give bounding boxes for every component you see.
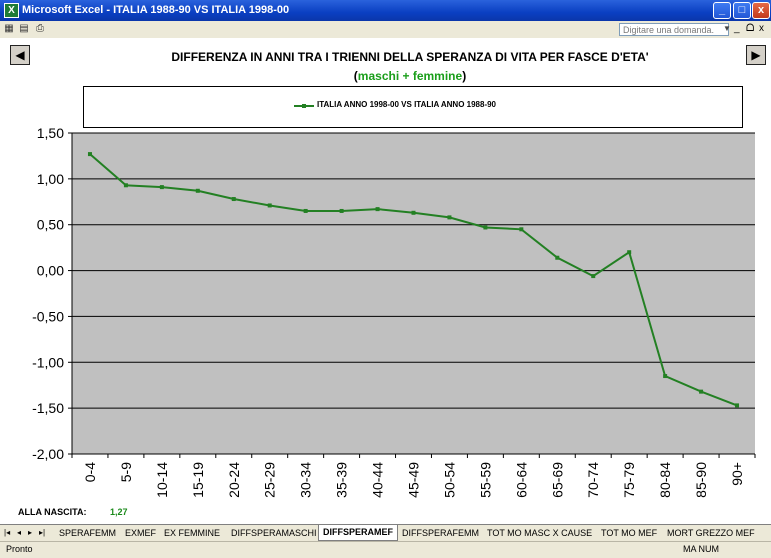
plot-area [72, 133, 755, 454]
x-tick-label: 35-39 [334, 462, 350, 498]
print-preview-icon[interactable]: ▤ [19, 23, 29, 34]
data-point [267, 203, 272, 208]
data-point [123, 183, 128, 188]
sheet-tab[interactable]: EXMEF [125, 528, 157, 538]
x-tick-label: 20-24 [226, 462, 242, 498]
x-tick-label: 80-84 [657, 462, 673, 498]
data-point [627, 250, 632, 255]
y-tick-label: 1,50 [37, 125, 64, 141]
ask-dropdown-icon[interactable]: ▼ [723, 24, 731, 33]
x-tick-label: 70-74 [585, 462, 601, 498]
x-tick-label: 40-44 [370, 462, 386, 498]
data-point [339, 208, 344, 213]
birth-value: 1,27 [110, 507, 128, 517]
chart-legend[interactable]: ITALIA ANNO 1998-00 VS ITALIA ANNO 1988-… [83, 86, 743, 128]
legend-series-label: ITALIA ANNO 1998-00 VS ITALIA ANNO 1988-… [317, 100, 497, 109]
print-icon[interactable]: ⎙ [36, 23, 44, 34]
x-tick-label: 30-34 [298, 462, 314, 498]
x-axis: 0-4 5-9 10-14 15-19 20-24 25-29 30-34 35-39 40-4… [71, 453, 756, 498]
sheet-tab[interactable]: EX FEMMINE [164, 528, 221, 538]
sheet-tab[interactable]: DIFFSPERAMEF [318, 525, 399, 541]
x-tick-label: 15-19 [190, 462, 206, 498]
subtitle-open: ( [353, 69, 358, 83]
line-chart[interactable]: 1,50 1,00 0,50 0,00 -0,50 -1,00 -1,50 -2,00 0-4… [0, 0, 771, 524]
close-button[interactable]: x [752, 2, 770, 19]
data-point [555, 255, 560, 260]
birth-label: ALLA NASCITA: [18, 507, 87, 517]
x-tick-label: 45-49 [406, 462, 422, 498]
x-tick-label: 75-79 [621, 462, 637, 498]
x-tick-label: 55-59 [477, 462, 493, 498]
x-tick-label: 25-29 [262, 462, 278, 498]
data-point [195, 188, 200, 193]
window-title: Microsoft Excel - ITALIA 1988-90 VS ITAL… [22, 4, 290, 16]
data-points [87, 152, 740, 408]
prev-tab-icon[interactable]: ◂ [17, 528, 22, 537]
prev-sheet-button[interactable]: ◀ [10, 45, 30, 65]
y-tick-label: 0,50 [37, 217, 64, 233]
sheet-tab[interactable]: SPERAFEMM [59, 528, 117, 538]
sheet-tabs-bar: |◂ ◂ ▸ ▸| SPERAFEMM EXMEF EX FEMMINE DIFFSP… [0, 524, 771, 542]
x-tick-label: 90+ [729, 462, 745, 486]
data-point [375, 207, 380, 212]
data-point [663, 374, 668, 379]
data-point [411, 210, 416, 215]
status-ready: Pronto [6, 544, 33, 554]
minimize-button[interactable]: _ [713, 2, 731, 19]
x-tick-label: 60-64 [513, 462, 529, 498]
x-tick-label: 85-90 [693, 462, 709, 498]
data-point [483, 225, 488, 230]
data-point [699, 389, 704, 394]
data-point [231, 197, 236, 202]
legend-point-marker [302, 104, 306, 108]
subtitle-close: ) [462, 69, 467, 83]
y-tick-label: 0,00 [37, 263, 64, 279]
y-axis: 1,50 1,00 0,50 0,00 -0,50 -1,00 -1,50 -2,00 [32, 125, 73, 462]
y-tick-label: -0,50 [32, 308, 64, 324]
data-point [159, 185, 164, 190]
chart-title: DIFFERENZA IN ANNI TRA I TRIENNI DELLA S… [171, 50, 649, 64]
sheet-tab[interactable]: TOT MO MASC X CAUSE [487, 528, 593, 538]
sheet-tab[interactable]: DIFFSPERAFEMM [402, 528, 480, 538]
sheet-tab[interactable]: DIFFSPERAMASCHI [231, 528, 317, 538]
workbook-icon[interactable]: ▦ [4, 23, 14, 34]
y-tick-label: -1,50 [32, 400, 64, 416]
last-tab-icon[interactable]: ▸| [39, 528, 46, 537]
data-point [87, 152, 92, 157]
status-bar: Pronto MA NUM [0, 541, 771, 558]
data-point [447, 215, 452, 220]
excel-icon: X [4, 3, 19, 18]
y-tick-label: -1,00 [32, 354, 64, 370]
window-titlebar: X Microsoft Excel - ITALIA 1988-90 VS IT… [0, 0, 771, 21]
next-sheet-button[interactable]: ▶ [746, 45, 766, 65]
y-tick-label: -2,00 [32, 446, 64, 462]
ask-question-input[interactable]: Digitare una domanda. [619, 23, 729, 36]
x-tick-label: 5-9 [118, 462, 134, 482]
y-tick-label: 1,00 [37, 171, 64, 187]
subtitle-highlight: maschi + femmine [357, 69, 463, 83]
x-tick-label: 65-69 [549, 462, 565, 498]
sheet-tab[interactable]: TOT MO MEF [601, 528, 658, 538]
first-tab-icon[interactable]: |◂ [4, 528, 11, 537]
x-tick-label: 10-14 [154, 462, 170, 498]
x-tick-label: 0-4 [82, 462, 98, 482]
data-point [735, 403, 740, 408]
data-point [303, 208, 308, 213]
data-point [591, 274, 596, 279]
doc-restore-button[interactable]: ᗝ [746, 23, 755, 34]
menu-bar: ▦ ▤ ⎙ Digitare una domanda. ▼ _ ᗝ x [0, 21, 771, 39]
doc-close-button[interactable]: x [759, 23, 764, 34]
next-tab-icon[interactable]: ▸ [28, 528, 33, 537]
status-indicators: MA NUM [683, 544, 719, 554]
data-point [519, 227, 524, 232]
sheet-tab[interactable]: MORT GREZZO MEF [667, 528, 755, 538]
maximize-button[interactable]: □ [733, 2, 751, 19]
chart-subtitle: (maschi + femmine) [0, 69, 771, 83]
x-tick-label: 50-54 [441, 462, 457, 498]
doc-minimize-button[interactable]: _ [734, 23, 740, 34]
